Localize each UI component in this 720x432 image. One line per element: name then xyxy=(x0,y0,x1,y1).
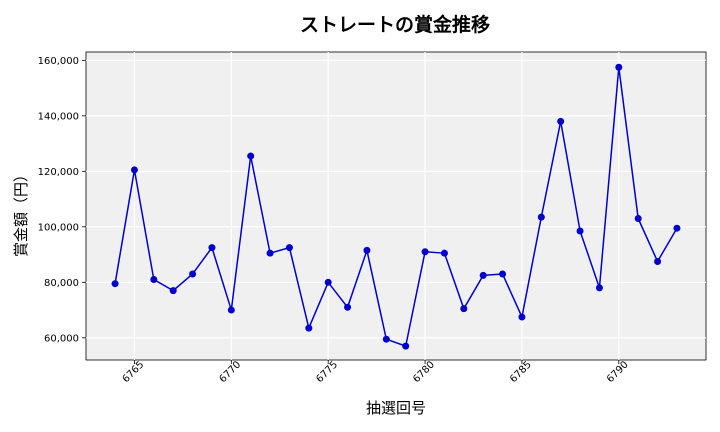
data-point xyxy=(421,248,429,256)
data-point xyxy=(305,324,313,332)
data-point xyxy=(227,306,235,314)
y-axis-title: 賞金額（円） xyxy=(12,167,30,257)
data-point xyxy=(247,152,255,160)
data-point xyxy=(324,278,332,286)
y-tick-label: 80,000 xyxy=(44,278,79,289)
data-point xyxy=(130,166,138,174)
data-point xyxy=(673,224,681,232)
y-tick-label: 160,000 xyxy=(38,56,79,67)
chart-title: ストレートの賞金推移 xyxy=(300,13,490,36)
series-line xyxy=(114,67,678,348)
data-point xyxy=(266,249,274,257)
data-point xyxy=(634,214,642,222)
y-tick-label: 60,000 xyxy=(44,333,79,344)
data-point xyxy=(363,246,371,254)
y-tick-label: 120,000 xyxy=(38,167,79,178)
data-point xyxy=(344,303,352,311)
data-point xyxy=(440,249,448,257)
data-point xyxy=(208,244,216,252)
x-axis-title: 抽選回号 xyxy=(366,399,426,417)
data-point xyxy=(111,280,119,288)
data-point xyxy=(537,213,545,221)
data-point xyxy=(169,287,177,295)
x-tick-label: 6790 xyxy=(605,359,631,385)
x-tick-label: 6765 xyxy=(121,359,147,385)
grid-lines xyxy=(86,52,706,360)
data-point xyxy=(654,257,662,265)
x-tick-label: 6770 xyxy=(217,359,243,385)
x-tick-label: 6785 xyxy=(508,359,534,385)
data-point xyxy=(499,270,507,278)
data-point xyxy=(518,313,526,321)
data-point xyxy=(150,276,158,284)
plot-area xyxy=(85,51,707,361)
x-tick-label: 6780 xyxy=(411,359,437,385)
data-point xyxy=(382,335,390,343)
y-tick-label: 100,000 xyxy=(38,222,79,233)
data-point xyxy=(402,342,410,350)
data-point xyxy=(576,227,584,235)
x-tick-label: 6775 xyxy=(314,359,340,385)
data-point xyxy=(479,271,487,279)
series-layer xyxy=(111,63,681,350)
y-tick-label: 140,000 xyxy=(38,111,79,122)
data-point xyxy=(285,244,293,252)
data-point xyxy=(557,117,565,125)
data-point xyxy=(595,284,603,292)
data-point xyxy=(189,270,197,278)
data-point xyxy=(615,63,623,71)
data-point xyxy=(460,305,468,313)
